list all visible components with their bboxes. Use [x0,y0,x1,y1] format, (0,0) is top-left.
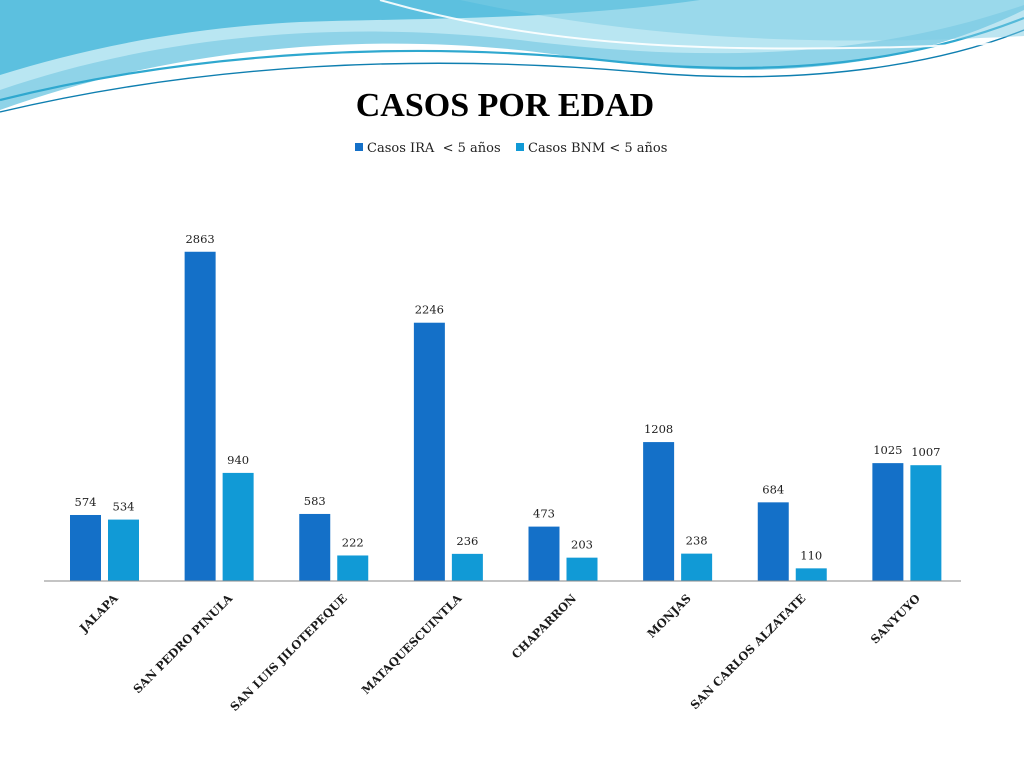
bar-bnm-chaparron [566,557,598,581]
data-label-bnm-monjas: 238 [686,534,708,548]
data-label-bnm-san-pedro-pinula: 940 [227,453,249,467]
bar-bnm-san-carlos-alzatate [795,568,827,581]
data-labels-group: 574 534 2863 940 583 222 2246 236 473 203 1208 238 6… [75,232,941,563]
legend-label-bnm: Casos BNM < 5 años [528,141,667,156]
legend-label-ira: Casos IRA < 5 años [367,141,501,156]
bar-ira-san-pedro-pinula [184,251,216,581]
bars-group [70,251,942,581]
data-label-bnm-sanyuyo: 1007 [911,445,940,459]
data-label-ira-san-pedro-pinula: 2863 [185,232,214,246]
bar-bnm-san-pedro-pinula [222,472,254,581]
category-label-monjas: MONJAS [644,591,693,640]
bar-bnm-jalapa [108,519,139,581]
header-wave-decoration [0,0,1024,113]
data-label-ira-monjas: 1208 [644,422,673,436]
data-label-bnm-san-luis-jilotepeque: 222 [342,535,364,549]
data-label-bnm-chaparron: 203 [571,538,593,552]
data-label-ira-chaparron: 473 [533,507,555,521]
data-label-bnm-mataquescuintla: 236 [456,534,478,548]
bar-bnm-monjas [681,553,713,581]
data-label-ira-mataquescuintla: 2246 [415,303,444,317]
bar-bnm-sanyuyo [910,465,942,581]
chart-title: CASOS POR EDAD [356,87,654,124]
data-label-bnm-san-carlos-alzatate: 110 [800,548,822,562]
legend-swatch-ira [355,143,363,151]
bar-ira-san-carlos-alzatate [757,502,789,581]
category-label-chaparron: CHAPARRON [509,591,580,662]
category-label-san-luis-jilotepeque: SAN LUIS JILOTEPEQUE [227,591,350,714]
data-label-bnm-jalapa: 534 [113,500,135,514]
data-label-ira-jalapa: 574 [75,495,97,509]
bar-bnm-san-luis-jilotepeque [337,555,369,581]
category-label-mataquescuintla: MATAQUESCUINTLA [359,590,466,697]
legend-swatch-bnm [516,143,524,151]
category-label-san-carlos-alzatate: SAN CARLOS ALZATATE [687,591,808,712]
category-label-jalapa: JALAPA [76,590,121,635]
data-label-ira-san-luis-jilotepeque: 583 [304,494,326,508]
bar-ira-monjas [643,442,675,581]
bar-ira-san-luis-jilotepeque [299,513,331,581]
bar-ira-sanyuyo [872,463,904,581]
data-label-ira-sanyuyo: 1025 [873,443,902,457]
bar-bnm-mataquescuintla [451,553,483,581]
legend: Casos IRA < 5 años Casos BNM < 5 años [355,141,667,156]
data-label-ira-san-carlos-alzatate: 684 [762,482,784,496]
category-label-sanyuyo: SANYUYO [868,591,923,646]
bar-ira-jalapa [70,514,101,581]
category-label-san-pedro-pinula: SAN PEDRO PINULA [130,590,236,696]
bar-ira-mataquescuintla [413,322,445,581]
bar-ira-chaparron [528,526,560,581]
